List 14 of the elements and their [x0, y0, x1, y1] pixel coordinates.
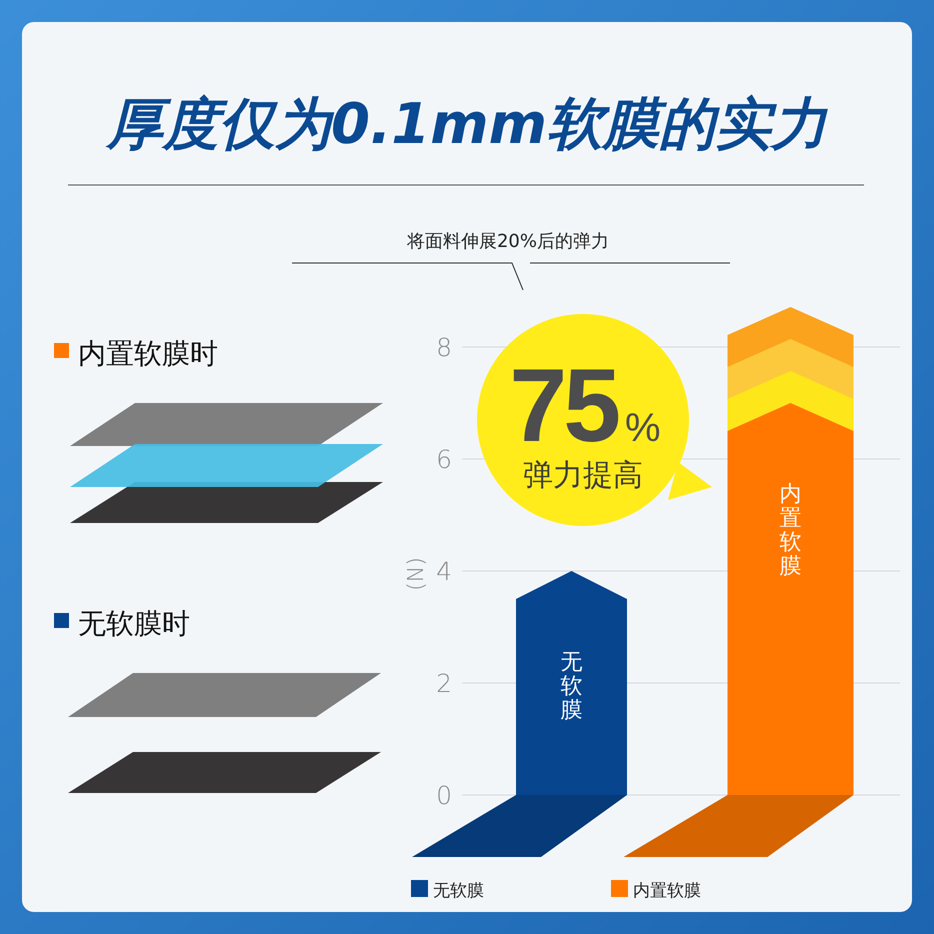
y-tick-label: 4: [436, 557, 452, 586]
y-tick-label: 0: [436, 781, 452, 810]
y-tick-label: 8: [436, 333, 452, 362]
y-tick-label: 6: [436, 445, 452, 474]
annotation: 无软膜时: [78, 607, 190, 640]
chart-subtitle: 将面料伸展20%后的弹力: [407, 231, 609, 252]
annotation: 内置软膜时: [78, 337, 218, 370]
legend-label: 内置软膜: [633, 881, 701, 901]
series-label: 无软膜: [560, 651, 584, 723]
y-axis-title: (N): [404, 557, 429, 591]
series-label: 内置软膜: [778, 483, 802, 579]
y-tick-label: 2: [436, 669, 452, 698]
legend-label: 无软膜: [433, 881, 484, 901]
chart-title: 厚度仅为0.1mm软膜的实力: [107, 92, 827, 157]
